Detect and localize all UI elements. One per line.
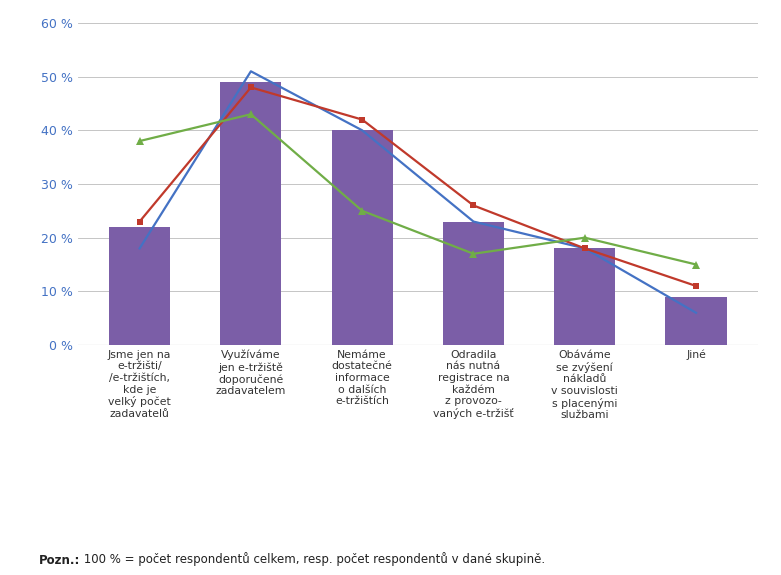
Bar <box>443 221 504 345</box>
Bar <box>332 131 393 345</box>
Text: Pozn.:: Pozn.: <box>39 554 80 566</box>
Text: 100 % = počet respondentů celkem, resp. počet respondentů v dané skupině.: 100 % = počet respondentů celkem, resp. … <box>80 553 545 566</box>
Bar <box>220 82 281 345</box>
Bar <box>109 227 170 345</box>
Bar <box>665 297 726 345</box>
Bar <box>555 248 615 345</box>
